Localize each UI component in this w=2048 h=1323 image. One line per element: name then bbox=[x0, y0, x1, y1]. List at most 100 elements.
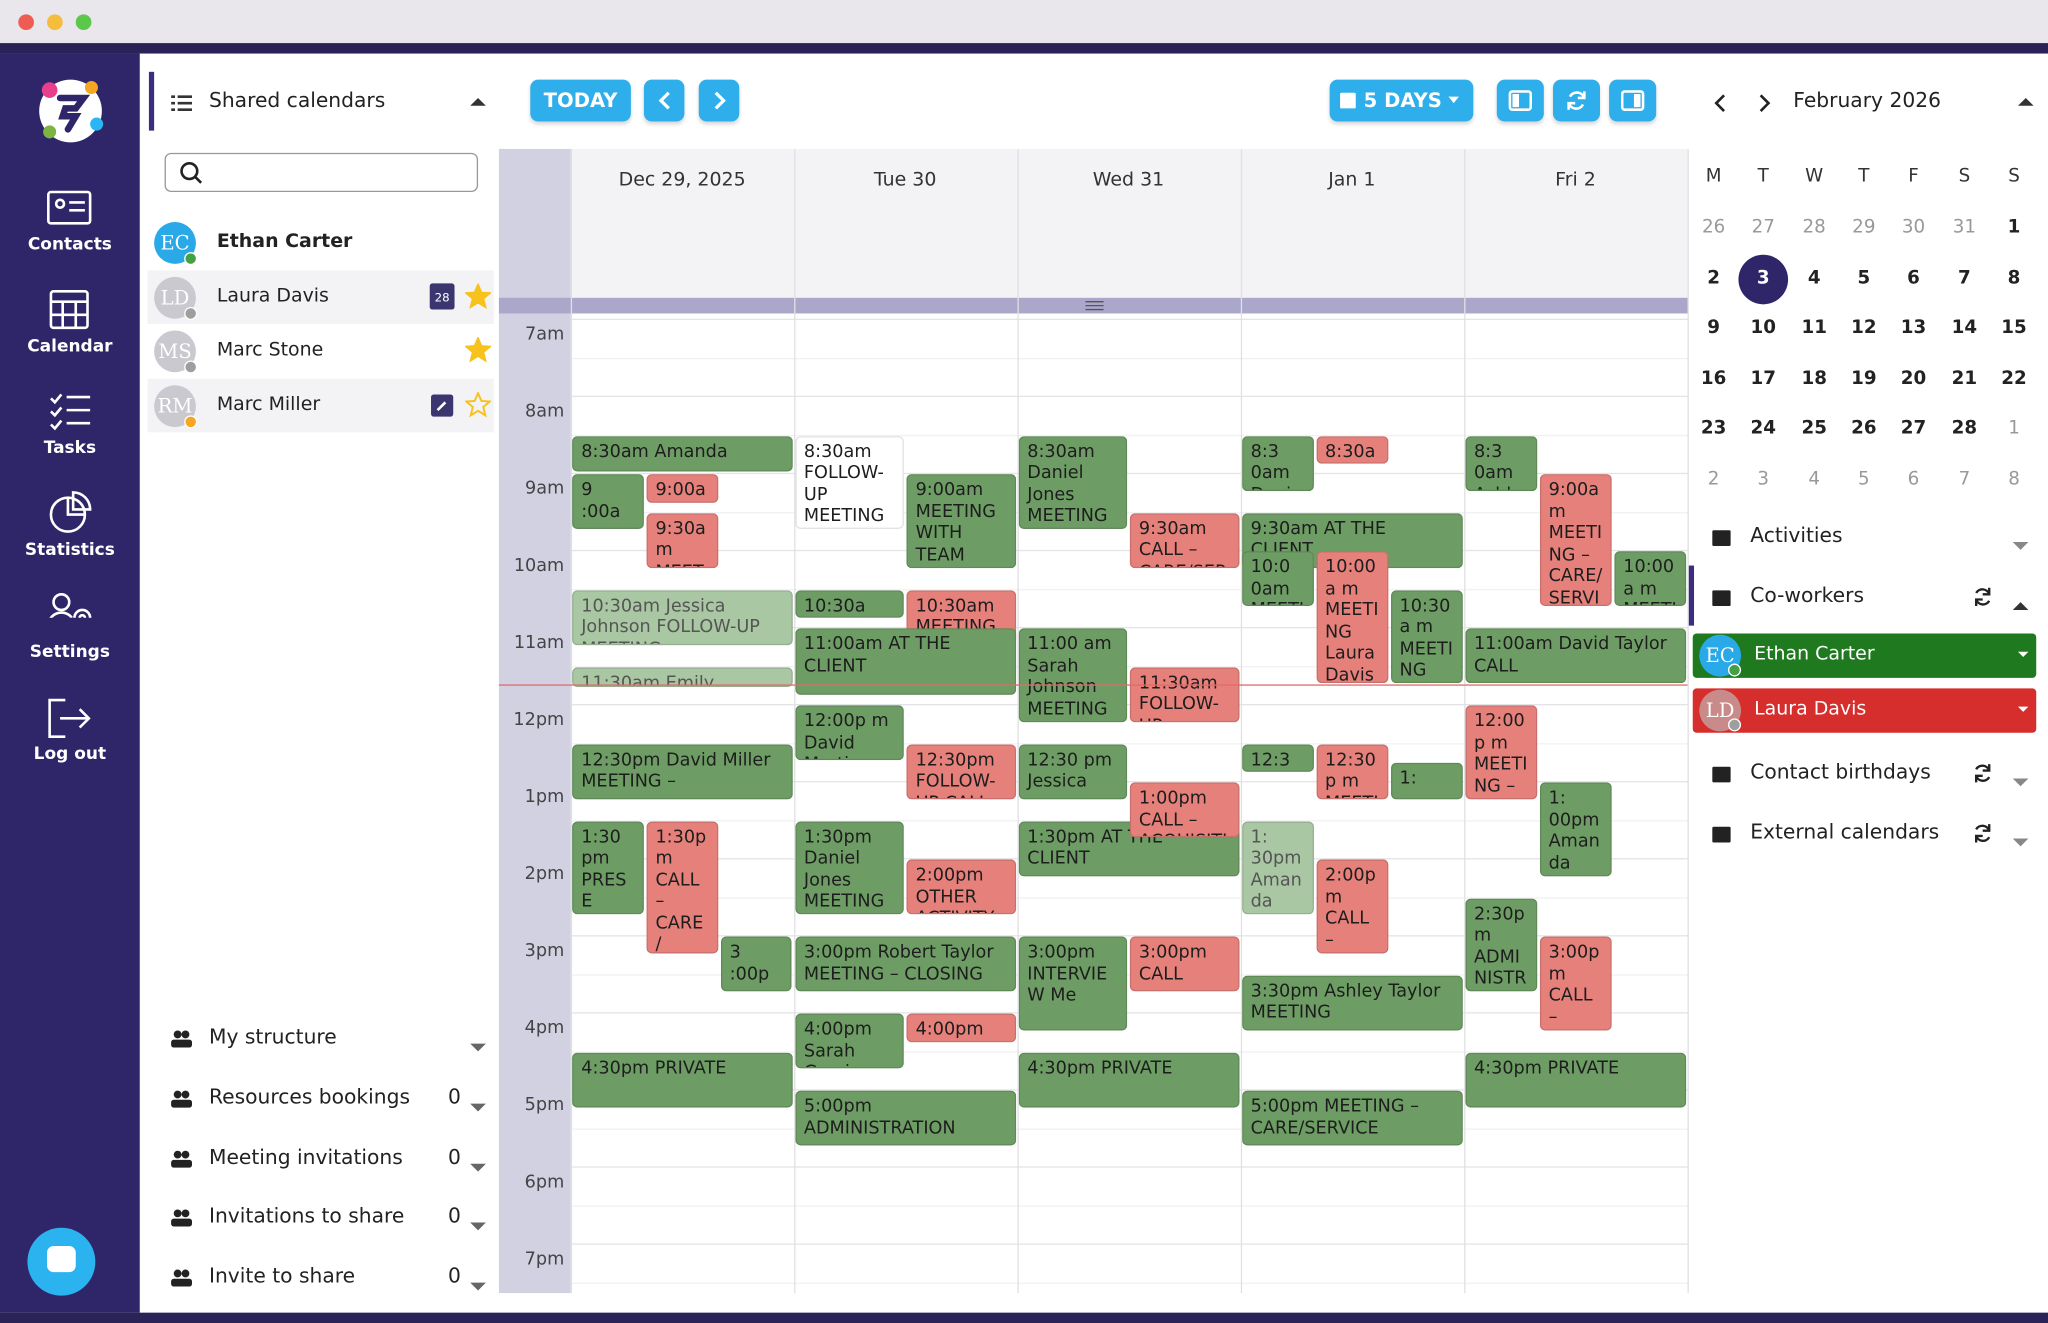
today-button[interactable]: TODAY bbox=[530, 79, 631, 122]
section-label[interactable]: Co-workers bbox=[1750, 583, 1865, 608]
day-label[interactable]: Tue 30 bbox=[873, 169, 937, 191]
day-number[interactable]: 12 bbox=[1851, 317, 1877, 339]
event[interactable]: 10:00a m MEETI bbox=[1614, 551, 1687, 607]
day-number[interactable]: 8 bbox=[2007, 267, 2021, 289]
event[interactable]: 9:00a m MEETI NG – CARE/ SERVI CE bbox=[1539, 474, 1612, 607]
close-dot[interactable] bbox=[18, 14, 34, 31]
event[interactable]: 10:30am Jessica Johnson FOLLOW-UP MEETIN… bbox=[572, 589, 793, 645]
day-number[interactable]: 5 bbox=[1857, 468, 1870, 490]
event[interactable]: 11:00am AT THE CLIENT bbox=[794, 628, 1016, 695]
event[interactable]: 10:30a bbox=[794, 589, 904, 618]
day-number[interactable]: 7 bbox=[1958, 267, 1971, 289]
day-number[interactable]: 11 bbox=[1801, 317, 1827, 339]
month-caret[interactable] bbox=[2017, 97, 2034, 107]
nav-label[interactable]: Log out bbox=[33, 744, 107, 765]
minimize-dot[interactable] bbox=[47, 14, 63, 31]
nav-label[interactable]: Calendar bbox=[27, 336, 113, 357]
day-number[interactable]: 14 bbox=[1951, 317, 1978, 339]
day-number[interactable]: 26 bbox=[1851, 418, 1877, 440]
event[interactable]: 12:00p m MEETI NG – ACQU bbox=[1464, 705, 1537, 800]
day-number[interactable]: 16 bbox=[1700, 368, 1727, 389]
person-name[interactable]: Laura Davis bbox=[216, 285, 329, 307]
coworker-row[interactable] bbox=[1692, 688, 2037, 733]
event[interactable]: 5:00pm ADMINISTRATION bbox=[794, 1090, 1016, 1146]
event[interactable]: 5:00pm MEETING – CARE/SERVICE bbox=[1241, 1090, 1463, 1146]
event[interactable]: 11:00 am Sarah Johnson MEETING bbox=[1018, 628, 1128, 722]
nav-label[interactable]: Contacts bbox=[27, 235, 112, 255]
chat-button[interactable] bbox=[27, 1227, 96, 1296]
day-number[interactable]: 1 bbox=[2008, 418, 2020, 440]
event[interactable]: 9 :00a m bbox=[572, 474, 644, 530]
day-number[interactable]: 8 bbox=[2008, 468, 2020, 490]
event[interactable]: 3:00p m CALL – ACOU bbox=[1539, 936, 1612, 1031]
event[interactable]: 10:0 0am MEETI bbox=[1241, 551, 1314, 607]
event[interactable]: 1:30pm Daniel Jones MEETING – ACQUISITI bbox=[794, 820, 904, 915]
day-number[interactable]: 19 bbox=[1851, 368, 1877, 389]
day-number[interactable]: 22 bbox=[2001, 368, 2027, 389]
event[interactable]: 2:00p m CALL – CARE/ bbox=[1315, 859, 1388, 954]
view-button[interactable]: 5 DAYS bbox=[1329, 79, 1474, 122]
day-number[interactable]: 5 bbox=[1857, 267, 1871, 289]
panel-toggle[interactable] bbox=[1609, 79, 1657, 122]
day-label[interactable]: Fri 2 bbox=[1555, 169, 1596, 191]
day-number[interactable]: 18 bbox=[1801, 368, 1827, 389]
next-button[interactable] bbox=[698, 79, 740, 122]
section-label[interactable]: Invite to share bbox=[208, 1264, 356, 1289]
event[interactable]: 4:30pm PRIVATE bbox=[1018, 1052, 1239, 1108]
event[interactable]: 12:30p m MEETI bbox=[1315, 743, 1388, 800]
event[interactable]: 9:00a bbox=[646, 474, 718, 503]
day-number[interactable]: 10 bbox=[1750, 317, 1776, 339]
section-label[interactable]: My structure bbox=[208, 1025, 337, 1049]
event[interactable]: 1: 30pm Aman da Miller bbox=[1241, 820, 1314, 915]
event[interactable]: 3:30pm Ashley Taylor MEETING bbox=[1241, 975, 1463, 1031]
resize-bar[interactable] bbox=[498, 297, 1688, 314]
day-number[interactable]: 7 bbox=[1958, 468, 1971, 490]
event[interactable]: 3 :00p m bbox=[720, 936, 793, 992]
day-number[interactable]: 3 bbox=[1756, 267, 1770, 289]
day-label[interactable]: Wed 31 bbox=[1092, 169, 1165, 191]
nav-label[interactable]: Statistics bbox=[24, 540, 115, 561]
event[interactable]: 8:3 0am Ashle bbox=[1464, 435, 1537, 491]
event[interactable]: 1:30p m CALL – CARE/ SERVI CE bbox=[646, 820, 718, 954]
event[interactable]: 1:00pm CALL – ACQUISITI bbox=[1129, 782, 1239, 838]
event[interactable]: 11:30am FOLLOW-UP bbox=[1129, 666, 1239, 722]
section-label[interactable]: External calendars bbox=[1750, 820, 1940, 844]
day-number[interactable]: 9 bbox=[1707, 317, 1720, 339]
day-number[interactable]: 28 bbox=[1802, 216, 1826, 238]
day-number[interactable]: 3 bbox=[1757, 468, 1770, 490]
event[interactable]: 1: bbox=[1390, 763, 1463, 800]
sidebar-toggle[interactable] bbox=[1496, 79, 1544, 122]
nav-label[interactable]: Settings bbox=[29, 642, 110, 663]
event[interactable]: 12:00p m David Martinez bbox=[794, 705, 904, 761]
event[interactable]: 12:30pm FOLLOW-UP CALL bbox=[906, 743, 1016, 800]
day-number[interactable]: 31 bbox=[1952, 216, 1977, 238]
event[interactable]: 12:30 pm Jessica bbox=[1018, 743, 1128, 800]
day-number[interactable]: 28 bbox=[1951, 418, 1978, 440]
event[interactable]: 4:00pm Sarah Garcia bbox=[794, 1013, 904, 1069]
event[interactable]: 3:00pm CALL bbox=[1129, 936, 1239, 992]
day-number[interactable]: 17 bbox=[1750, 368, 1776, 389]
day-number[interactable]: 6 bbox=[1907, 267, 1920, 289]
event[interactable]: 3:00pm Robert Taylor MEETING – CLOSING bbox=[794, 936, 1016, 992]
event[interactable]: 8:30am Daniel Jones MEETING – CARE/SER bbox=[1018, 435, 1128, 530]
day-number[interactable]: 25 bbox=[1801, 418, 1827, 440]
coworker-row[interactable] bbox=[1692, 633, 2037, 678]
event[interactable]: 12:3 bbox=[1241, 743, 1314, 773]
event[interactable]: 4:00pm bbox=[906, 1013, 1016, 1042]
event[interactable]: 1: 00pm Aman da Davis bbox=[1539, 782, 1612, 877]
day-number[interactable]: 20 bbox=[1900, 368, 1927, 389]
event[interactable]: 11:30am Emily bbox=[572, 666, 793, 688]
day-number[interactable]: 23 bbox=[1700, 418, 1727, 440]
day-number[interactable]: 2 bbox=[1707, 267, 1720, 289]
maximize-dot[interactable] bbox=[75, 14, 92, 31]
day-number[interactable]: 6 bbox=[1907, 468, 1920, 490]
event[interactable]: 4:30pm PRIVATE bbox=[1464, 1052, 1687, 1108]
event[interactable]: 12:30pm David Miller MEETING – bbox=[572, 743, 793, 800]
event[interactable]: 4:30pm PRIVATE bbox=[572, 1052, 793, 1108]
section-label[interactable]: Invitations to share bbox=[208, 1204, 405, 1229]
event[interactable]: 9:30am CALL – CARE/SER bbox=[1129, 512, 1239, 568]
day-number[interactable]: 4 bbox=[1808, 468, 1821, 490]
day-number[interactable]: 29 bbox=[1852, 216, 1876, 238]
event[interactable]: 8:30a bbox=[1315, 435, 1388, 464]
day-number[interactable]: 15 bbox=[2001, 317, 2027, 339]
